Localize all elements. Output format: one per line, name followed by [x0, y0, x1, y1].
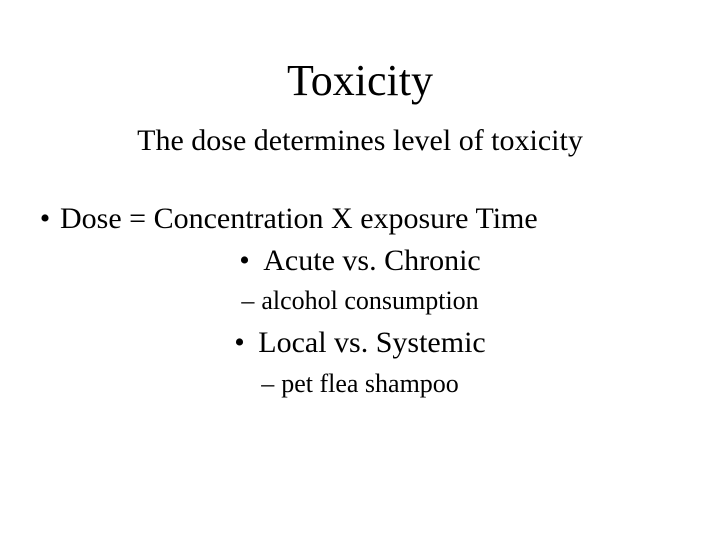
bullet-icon: • — [234, 324, 258, 362]
subbullet-text: alcohol consumption — [261, 283, 478, 318]
bullet-icon: • — [239, 242, 263, 280]
bullet-text: Local vs. Systemic — [258, 324, 485, 362]
subbullet-flea: – pet flea shampoo — [0, 366, 720, 401]
dash-icon: – — [261, 366, 281, 401]
bullet-text: Acute vs. Chronic — [263, 242, 480, 280]
bullet-text: Dose = Concentration X exposure Time — [60, 200, 538, 238]
slide-subtitle: The dose determines level of toxicity — [0, 124, 720, 158]
slide-title: Toxicity — [0, 55, 720, 106]
slide-container: Toxicity The dose determines level of to… — [0, 0, 720, 540]
bullet-local-systemic: • Local vs. Systemic — [0, 324, 720, 362]
bullet-acute-chronic: • Acute vs. Chronic — [0, 242, 720, 280]
subbullet-text: pet flea shampoo — [281, 366, 459, 401]
subbullet-alcohol: – alcohol consumption — [0, 283, 720, 318]
bullet-dose-formula: • Dose = Concentration X exposure Time — [0, 200, 720, 238]
dash-icon: – — [241, 283, 261, 318]
bullet-icon: • — [30, 200, 60, 238]
